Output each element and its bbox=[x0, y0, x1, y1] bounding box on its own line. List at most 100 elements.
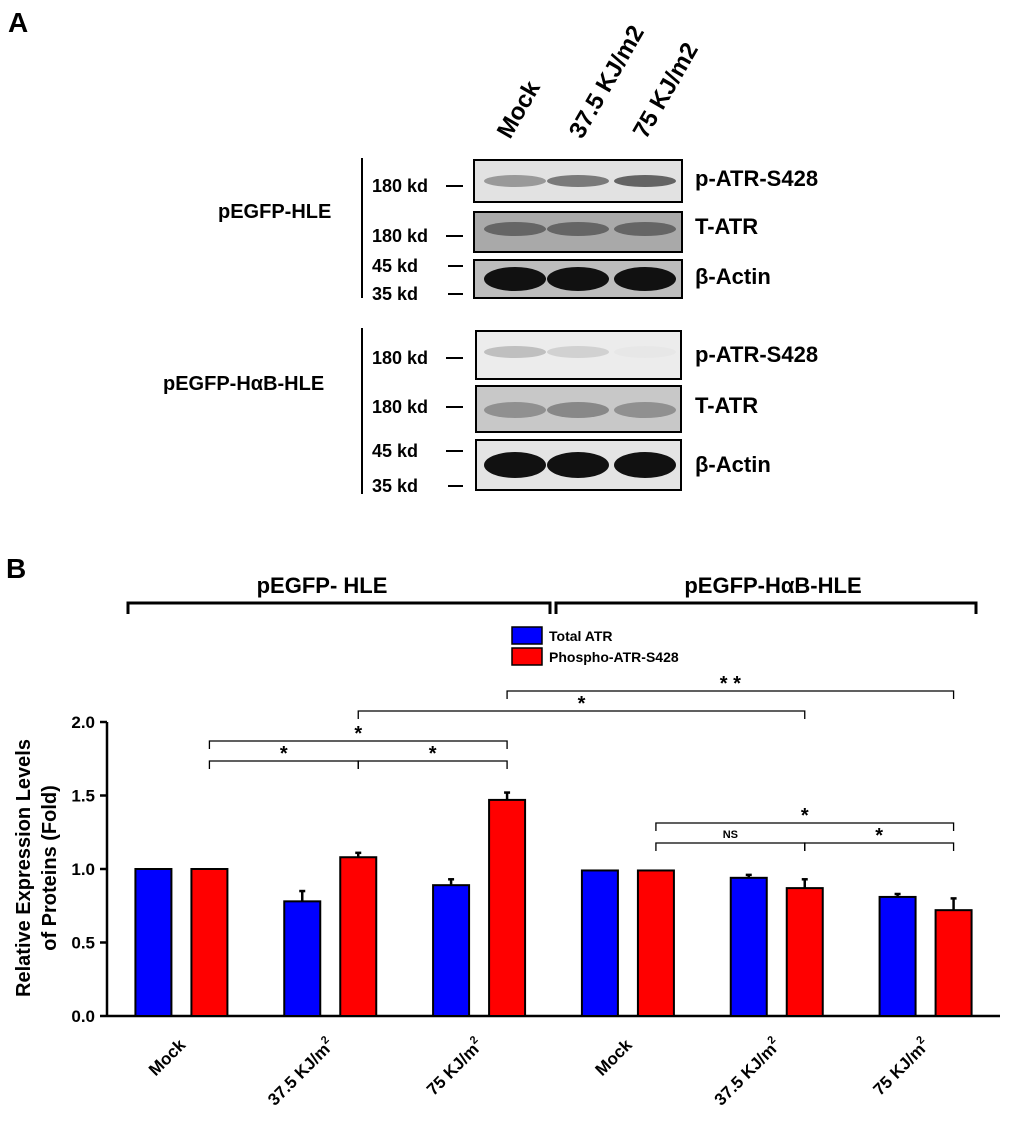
bar-total-atr bbox=[878, 895, 917, 1017]
bar-phospho-atr bbox=[488, 798, 527, 1017]
x-tick-label: 75 KJ/m2 bbox=[422, 1034, 487, 1099]
group-label: pEGFP-HαB-HLE bbox=[684, 573, 861, 598]
blot-strip bbox=[473, 211, 683, 253]
blot-band bbox=[614, 267, 676, 291]
blot-band bbox=[547, 267, 609, 291]
significance-bracket bbox=[208, 740, 508, 749]
bar-phospho-atr bbox=[339, 856, 378, 1017]
significance-label: * bbox=[354, 723, 362, 745]
blot-label: β-Actin bbox=[695, 452, 771, 477]
blot-band bbox=[484, 402, 546, 418]
mw-marker: 35 kd bbox=[372, 476, 418, 496]
significance-label: NS bbox=[723, 829, 738, 841]
significance-label: * bbox=[801, 805, 809, 827]
legend: Total ATR Phospho-ATR-S428 bbox=[511, 626, 679, 666]
bar-total-atr bbox=[729, 876, 768, 1017]
blot-band bbox=[547, 402, 609, 418]
mw-marker: 35 kd bbox=[372, 284, 418, 304]
x-tick-label: 37.5 KJ/m2 bbox=[709, 1034, 784, 1109]
y-tick-label: 2.0 bbox=[71, 713, 95, 732]
panel-a: A Mock 37.5 KJ/m2 75 KJ/m2 pEGFP-HLE 180… bbox=[8, 7, 818, 496]
significance-label: * bbox=[280, 743, 288, 765]
mw-marker: 180 kd bbox=[372, 397, 428, 417]
panel-a-label: A bbox=[8, 7, 28, 38]
significance-label: * bbox=[578, 693, 586, 715]
mw-marker: 45 kd bbox=[372, 441, 418, 461]
blot-bands bbox=[484, 267, 676, 291]
mw-marker: 180 kd bbox=[372, 176, 428, 196]
y-axis-label: Relative Expression Levels bbox=[13, 739, 35, 997]
blot-band bbox=[614, 222, 676, 236]
legend-swatch-total-atr bbox=[511, 626, 543, 645]
blot-band bbox=[614, 346, 676, 358]
bar-total-atr bbox=[134, 868, 173, 1017]
panel-b: B pEGFP- HLE pEGFP-HαB-HLE Total ATR Pho… bbox=[6, 553, 1000, 1109]
bar-phospho-atr bbox=[636, 869, 675, 1017]
bar-total-atr bbox=[580, 869, 619, 1017]
legend-label: Total ATR bbox=[549, 628, 613, 644]
bar-total-atr bbox=[432, 884, 471, 1017]
blot-band bbox=[484, 267, 546, 291]
blot-bands bbox=[484, 346, 676, 358]
x-tick-label: 37.5 KJ/m2 bbox=[263, 1034, 338, 1109]
significance-bracket bbox=[655, 822, 955, 831]
significance-label: * bbox=[429, 743, 437, 765]
mw-marker: 45 kd bbox=[372, 256, 418, 276]
blot-bands bbox=[484, 175, 676, 187]
blot-band bbox=[484, 175, 546, 187]
blot-band bbox=[614, 452, 676, 478]
x-tick-label: Mock bbox=[592, 1035, 637, 1080]
significance-label: * * bbox=[720, 673, 741, 695]
significance-bracket bbox=[357, 710, 806, 719]
blot-label: T-ATR bbox=[695, 214, 758, 239]
mw-marker: 180 kd bbox=[372, 348, 428, 368]
significance-bracket bbox=[804, 842, 955, 851]
blot-band bbox=[484, 346, 546, 358]
bar-phospho-atr bbox=[190, 868, 229, 1017]
legend-label: Phospho-ATR-S428 bbox=[549, 649, 679, 665]
blot-label: p-ATR-S428 bbox=[695, 166, 818, 191]
blot-group-label: pEGFP-HLE bbox=[218, 201, 331, 223]
plot-area: 0.0 0.5 1.0 1.5 2.0 Mock 37.5 KJ/m2 75 KJ/m2 Moc… bbox=[71, 713, 1000, 1109]
y-tick-label: 1.0 bbox=[71, 860, 95, 879]
mw-marker: 180 kd bbox=[372, 226, 428, 246]
y-tick-label: 0.5 bbox=[71, 934, 95, 953]
blot-bands bbox=[484, 402, 676, 418]
blot-bands bbox=[484, 222, 676, 236]
significance-bracket bbox=[655, 842, 806, 851]
bar-phospho-atr bbox=[934, 909, 973, 1017]
blot-bands bbox=[484, 452, 676, 478]
group-label: pEGFP- HLE bbox=[257, 573, 388, 598]
y-tick-label: 1.5 bbox=[71, 787, 95, 806]
blot-band bbox=[547, 175, 609, 187]
blot-label: T-ATR bbox=[695, 393, 758, 418]
lane-label-75: 75 KJ/m2 bbox=[628, 38, 704, 143]
blot-group-label: pEGFP-HαB-HLE bbox=[163, 373, 324, 395]
x-tick-label: 75 KJ/m2 bbox=[868, 1034, 933, 1099]
significance-bracket bbox=[506, 690, 955, 699]
blot-band bbox=[484, 222, 546, 236]
legend-swatch-phospho-atr bbox=[511, 647, 543, 666]
significance-bracket bbox=[357, 760, 508, 769]
bar-total-atr bbox=[283, 900, 322, 1018]
group-bracket bbox=[126, 601, 552, 614]
x-tick-label: Mock bbox=[145, 1035, 190, 1080]
y-axis-label: of Proteins (Fold) bbox=[39, 785, 61, 951]
lane-label-mock: Mock bbox=[492, 76, 546, 143]
group-bracket bbox=[554, 601, 978, 614]
blot-band bbox=[614, 402, 676, 418]
y-tick-label: 0.0 bbox=[71, 1007, 95, 1026]
blot-label: β-Actin bbox=[695, 264, 771, 289]
panel-b-label: B bbox=[6, 553, 26, 584]
blot-band bbox=[614, 175, 676, 187]
blot-band bbox=[484, 452, 546, 478]
blot-strip bbox=[475, 385, 682, 433]
blot-band bbox=[547, 452, 609, 478]
blot-band bbox=[547, 222, 609, 236]
blot-label: p-ATR-S428 bbox=[695, 342, 818, 367]
significance-brackets: * * * * * * NS * * bbox=[208, 673, 955, 851]
blot-strip bbox=[475, 330, 682, 380]
blot-band bbox=[547, 346, 609, 358]
significance-label: * bbox=[875, 825, 883, 847]
